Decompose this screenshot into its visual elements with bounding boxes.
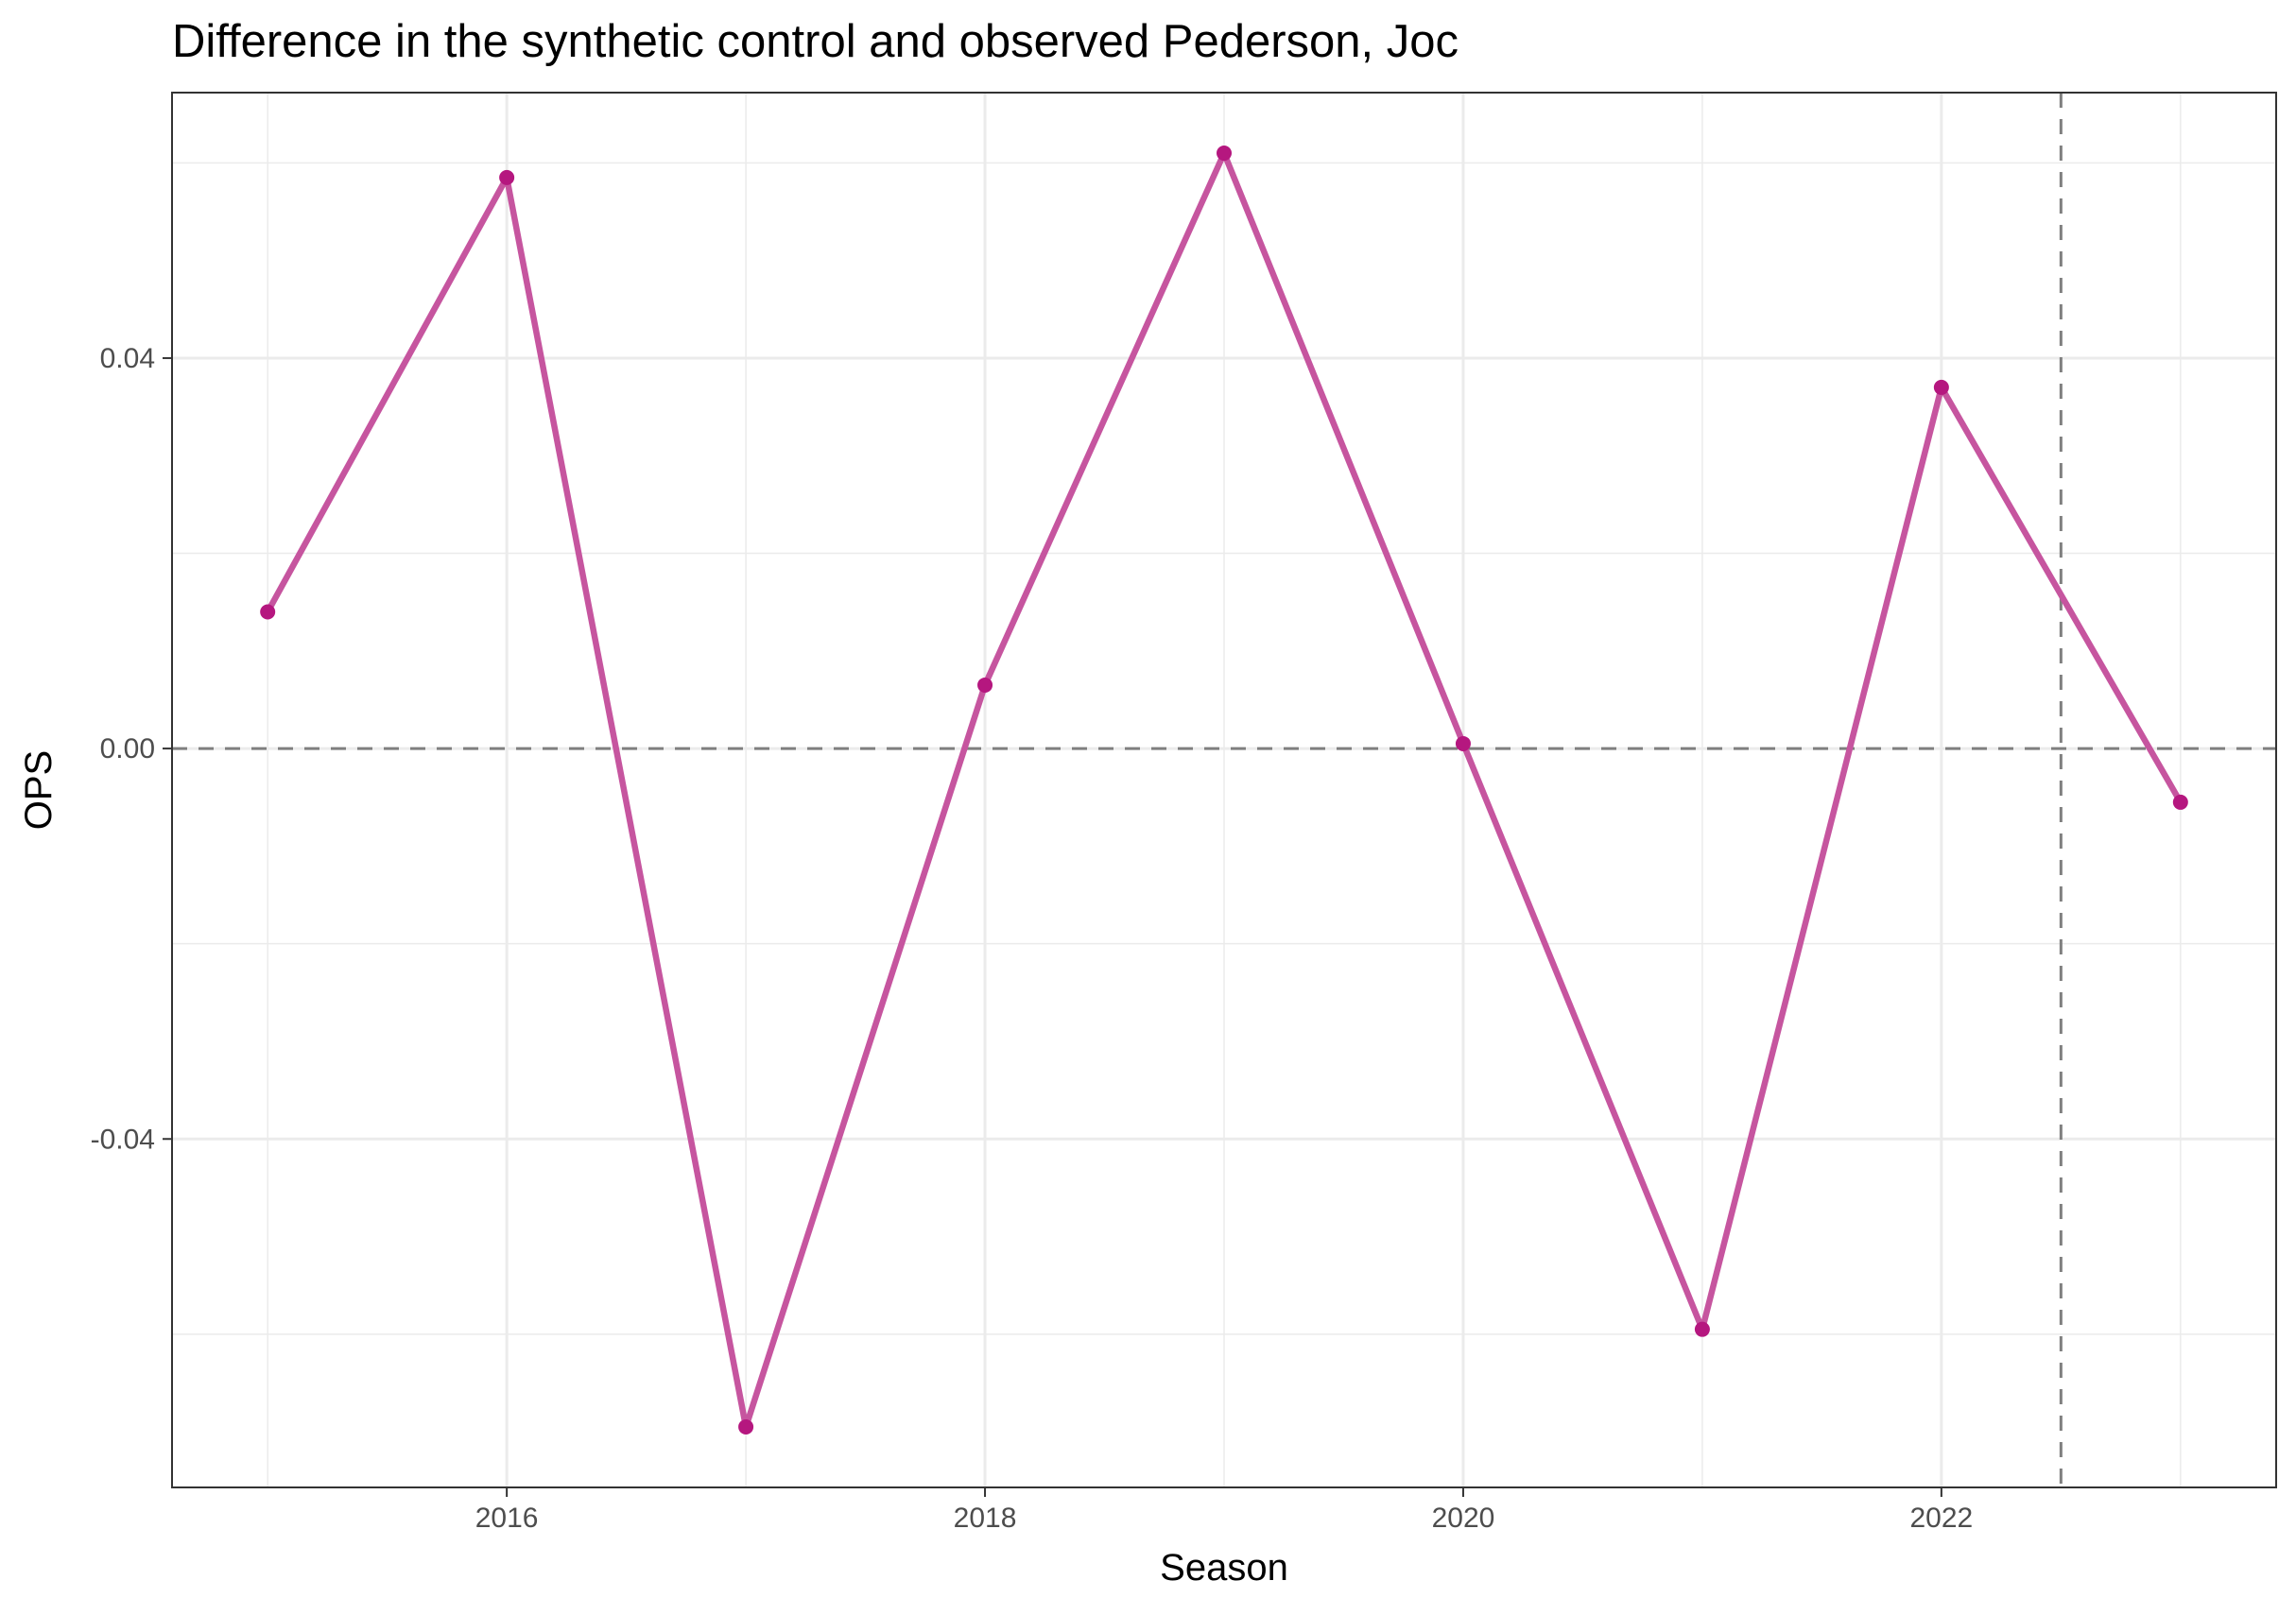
data-point [738, 1418, 754, 1435]
x-tick-label: 2020 [1432, 1503, 1495, 1534]
y-axis: -0.04 0.00 0.04 [91, 343, 172, 1155]
series-layer [260, 146, 2188, 1435]
panel-border [171, 92, 2277, 1488]
data-point [260, 604, 276, 620]
x-axis: 2016 2018 2020 2022 [475, 1487, 1973, 1534]
data-point [1933, 379, 1949, 395]
y-tick-label: 0.00 [100, 733, 155, 765]
x-axis-title: Season [1160, 1547, 1288, 1589]
reference-lines [172, 93, 2276, 1487]
data-point [2172, 794, 2188, 810]
data-point [1694, 1321, 1710, 1337]
x-tick-label: 2016 [475, 1503, 539, 1534]
data-point [977, 677, 993, 693]
data-point [1217, 146, 1232, 162]
x-tick-label: 2022 [1909, 1503, 1973, 1534]
grid-major-lines [172, 93, 2276, 1487]
chart-title: Difference in the synthetic control and … [172, 16, 1459, 67]
data-point [499, 169, 515, 185]
data-point [1455, 735, 1471, 751]
y-tick-label: 0.04 [100, 343, 155, 374]
y-tick-label: -0.04 [91, 1124, 155, 1155]
x-tick-label: 2018 [954, 1503, 1017, 1534]
grid-minor-lines [172, 93, 2276, 1487]
y-axis-title: OPS [18, 750, 60, 830]
